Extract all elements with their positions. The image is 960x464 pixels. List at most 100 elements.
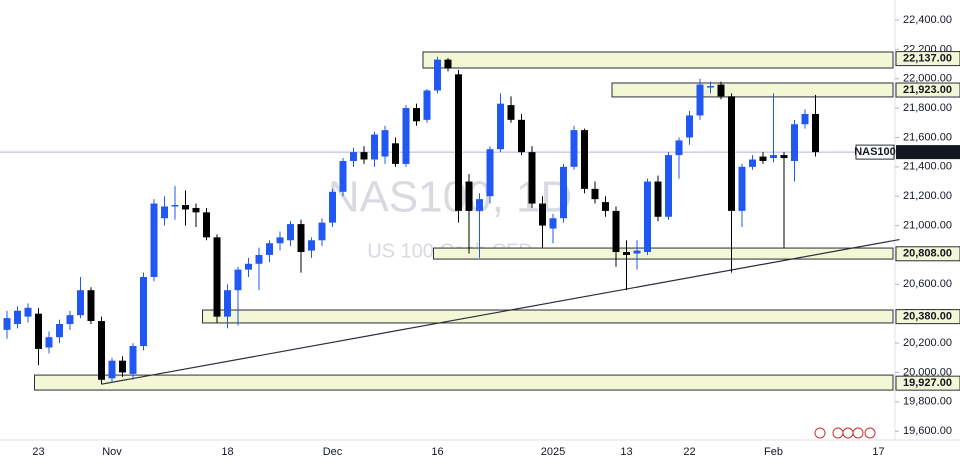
event-icon [842,427,854,439]
zone-label-box [895,246,960,262]
candle-body [423,90,431,120]
candle-body [738,166,746,211]
zone-label-box [895,375,960,391]
candle-body [171,205,179,207]
candle-body [665,155,672,217]
candle-body [444,59,452,69]
candle-body [224,290,231,317]
x-tick-label: 18 [221,446,233,458]
candle-body [623,252,630,255]
last-price-box [896,145,960,160]
candle-body [686,115,693,138]
candle-body [581,130,588,189]
candle-body [56,323,63,338]
candle-body [507,105,515,120]
candle-body [675,140,683,156]
candle-body [192,207,200,213]
candle-body [486,149,494,197]
candle-body [696,84,704,116]
candle-body [140,276,147,347]
zone-label-box [895,82,960,98]
y-tick-label: 20,200.00 [903,337,952,349]
event-icon [832,427,844,439]
candle-body [539,203,546,226]
candle-body [780,155,788,159]
y-tick-label: 22,000.00 [903,73,952,85]
x-tick-label: Nov [102,446,122,458]
zone [422,51,894,69]
candle-body [497,103,504,150]
candle-body [728,96,735,211]
last-price-label: 21,500.25 [903,146,952,158]
candle-body [308,240,315,251]
candle-body [801,113,809,125]
candle-body [87,290,95,322]
candle-body [770,155,777,159]
y-tick-label: 21,800.00 [903,102,952,114]
candle-body [108,360,116,379]
candle-body [392,143,399,164]
candle-body [749,159,756,167]
event-icon [852,427,864,439]
candle-body [644,181,651,253]
candle-body [360,152,368,160]
candle-body [119,360,126,373]
candle-body [434,59,441,91]
zone-label-box [895,51,960,67]
candle-body [14,310,21,324]
candle-body [654,181,662,217]
event-icons [814,427,876,439]
candle-body [812,113,819,153]
x-tick-label: 16 [431,446,443,458]
candle-body [77,290,84,316]
candle-body [98,321,105,380]
candle-body [45,337,53,348]
candle-body [560,166,567,219]
candle-body [129,346,137,374]
x-tick-label: 23 [32,446,44,458]
zone-label-box [895,309,960,325]
y-tick-label: 19,600.00 [903,425,952,437]
zone [433,247,894,260]
candle-body [161,206,168,219]
candle-body [329,191,336,223]
candle-body [371,134,378,160]
candle-body [528,152,536,204]
zone-label: 20,808.00 [903,248,952,260]
y-tick-label: 21,200.00 [903,190,952,202]
candle-body [255,254,263,264]
symbol-box [855,144,895,160]
candle-body [791,124,798,161]
candle-body [3,318,11,330]
candle-body [234,269,242,291]
candle-body [66,315,74,324]
candle-body [182,205,189,210]
y-tick-label: 21,000.00 [903,219,952,231]
candle-body [633,250,641,254]
watermark: NAS100, 1D [328,173,573,222]
y-tick-label: 21,600.00 [903,131,952,143]
zone-label: 22,137.00 [903,53,952,65]
candle-body [318,222,326,241]
zone-label: 20,380.00 [903,311,952,323]
candle-body [612,210,620,253]
candle-body [203,212,210,238]
candle-body [707,86,714,88]
candle-body [402,108,410,164]
candle-body [413,108,420,122]
candle-body [455,74,462,211]
event-icon [814,427,826,439]
x-tick-label: 22 [683,446,695,458]
candle-body [518,119,525,153]
candle-body [213,237,221,317]
y-tick-label: 20,000.00 [903,366,952,378]
candle-body [381,130,389,157]
symbol-label: NAS100 [854,146,896,158]
zone [202,309,894,324]
zone-label: 19,927.00 [903,377,952,389]
zone [611,82,894,98]
y-tick-label: 22,400.00 [903,14,952,26]
x-tick-label: 17 [872,446,884,458]
x-tick-label: Feb [764,446,783,458]
candle-body [297,224,305,253]
